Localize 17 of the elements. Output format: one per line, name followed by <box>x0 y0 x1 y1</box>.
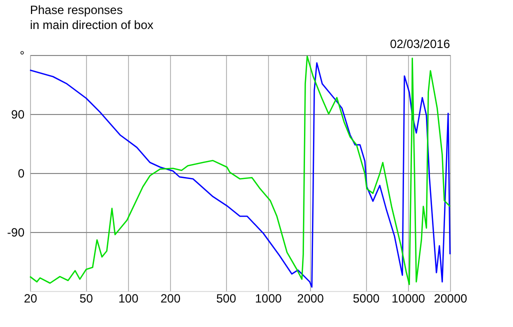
x-tick-label: 20000 <box>434 292 468 306</box>
x-tick-label: 200 <box>160 292 181 306</box>
y-tick-label: 0 <box>18 166 25 180</box>
x-tick-label: 5000 <box>352 292 380 306</box>
x-tick-label: 500 <box>216 292 237 306</box>
chart-title: Phase responses <box>30 3 123 17</box>
text: 02/03/2016 <box>390 37 450 51</box>
x-tick-label: 20 <box>24 292 38 306</box>
x-tick-label: 10000 <box>392 292 426 306</box>
x-tick-label: 100 <box>118 292 139 306</box>
y-tick-label: 90 <box>11 108 25 122</box>
y-tick-label: -90 <box>7 226 25 240</box>
x-tick-label: 2000 <box>297 292 324 306</box>
x-tick-label: 1000 <box>255 292 282 306</box>
y-tick-label: ° <box>20 48 25 62</box>
x-tick-label: 50 <box>80 292 94 306</box>
chart-subtitle: in main direction of box <box>30 18 154 32</box>
